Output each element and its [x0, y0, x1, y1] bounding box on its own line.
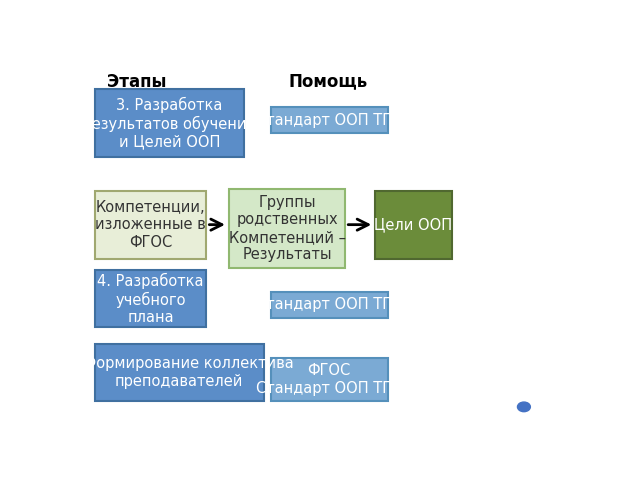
- FancyBboxPatch shape: [271, 358, 388, 401]
- FancyBboxPatch shape: [271, 107, 388, 133]
- FancyBboxPatch shape: [229, 189, 346, 268]
- Text: Стандарт ООП ТПУ: Стандарт ООП ТПУ: [256, 298, 403, 312]
- FancyBboxPatch shape: [95, 344, 264, 401]
- FancyBboxPatch shape: [95, 89, 244, 157]
- FancyBboxPatch shape: [95, 191, 207, 259]
- Text: ФГОС
Стандарт ООП ТПУ: ФГОС Стандарт ООП ТПУ: [256, 363, 403, 396]
- FancyBboxPatch shape: [375, 191, 452, 259]
- Circle shape: [518, 402, 531, 412]
- Text: Компетенции,
изложенные в
ФГОС: Компетенции, изложенные в ФГОС: [95, 200, 206, 250]
- Text: 5. Формирование коллектива
преподавателей: 5. Формирование коллектива преподавателе…: [65, 357, 294, 389]
- Text: Помощь: Помощь: [289, 72, 367, 91]
- Text: Этапы: Этапы: [108, 72, 167, 91]
- FancyBboxPatch shape: [95, 270, 207, 327]
- FancyBboxPatch shape: [271, 291, 388, 318]
- Text: Стандарт ООП ТПУ: Стандарт ООП ТПУ: [256, 113, 403, 128]
- Text: 3. Разработка
Результатов обучения
и Целей ООП: 3. Разработка Результатов обучения и Цел…: [83, 97, 255, 149]
- Text: Группы
родственных
Компетенций –
Результаты: Группы родственных Компетенций – Результ…: [228, 195, 346, 262]
- Text: 4. Разработка
учебного
плана: 4. Разработка учебного плана: [97, 273, 204, 325]
- Text: Цели ООП: Цели ООП: [374, 217, 452, 232]
